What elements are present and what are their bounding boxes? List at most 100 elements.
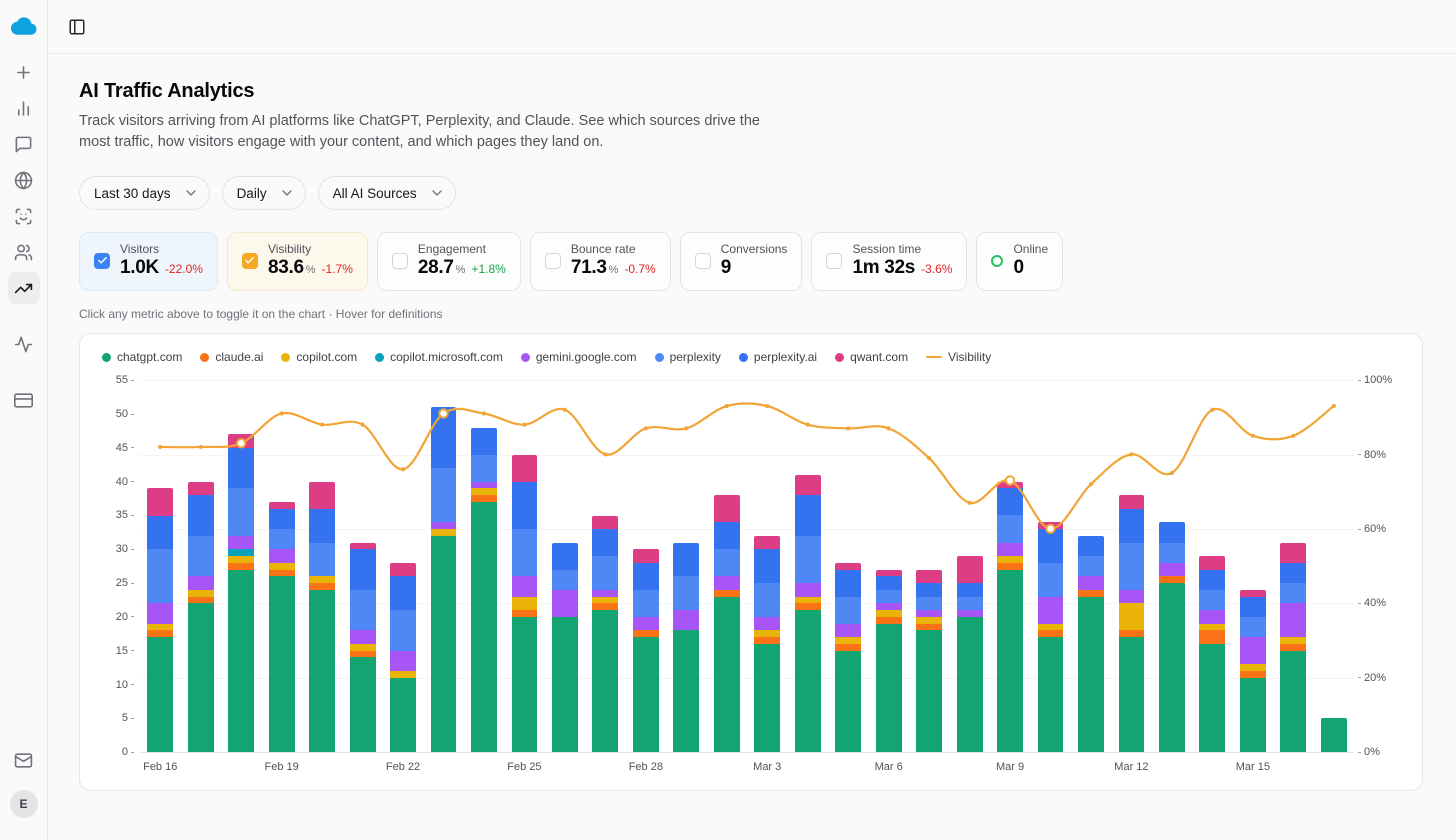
sidebar-item-charts[interactable]: [8, 92, 40, 124]
bar-chart-icon: [14, 99, 33, 118]
segment-gemini-google-com: [997, 542, 1024, 557]
segment-chatgpt-com: [1159, 583, 1185, 753]
metric-card-visibility[interactable]: Visibility 83.6% -1.7%: [226, 232, 368, 292]
segment-claude-ai: [147, 630, 174, 638]
metric-card-session-time[interactable]: Session time 1m 32s -3.6%: [811, 232, 968, 292]
legend-label: perplexity: [669, 350, 721, 365]
segment-gemini-google-com: [1280, 603, 1307, 638]
segment-qwant-com: [956, 556, 983, 584]
metric-label: Online: [1013, 242, 1049, 257]
checkbox-engagement[interactable]: [391, 252, 408, 269]
bar-mar-3: [747, 380, 787, 753]
checkbox-conversions[interactable]: [694, 252, 711, 269]
segment-qwant-com: [1199, 556, 1226, 570]
metric-card-bounce-rate[interactable]: Bounce rate 71.3% -0.7%: [529, 232, 671, 292]
legend-item-claude-ai: claude.ai: [200, 350, 263, 364]
segment-gemini-google-com: [349, 630, 376, 644]
metric-card-conversions[interactable]: Conversions 9: [679, 232, 803, 292]
segment-perplexity: [390, 610, 416, 651]
metric-label: Visitors: [120, 242, 160, 257]
filter-date-range-value: Last 30 days: [94, 185, 171, 201]
sidebar-item-new[interactable]: [8, 56, 40, 88]
segment-chatgpt-com: [551, 616, 578, 753]
bar-feb-28: [626, 380, 666, 753]
chart-legend: chatgpt.com claude.ai copilot.com copilot.m…: [96, 350, 1406, 364]
segment-perplexity-ai: [349, 549, 376, 590]
segment-perplexity-ai: [511, 481, 538, 529]
plus-icon: [14, 63, 33, 82]
sidebar-item-web[interactable]: [8, 164, 40, 196]
filter-date-range[interactable]: Last 30 days: [79, 176, 210, 211]
segment-gemini-google-com: [228, 535, 255, 550]
segment-perplexity-ai: [956, 583, 983, 597]
y-axis-right-tick: 40%: [1358, 597, 1406, 609]
segment-claude-ai: [1037, 630, 1064, 638]
segment-copilot-com: [1037, 623, 1064, 631]
segment-gemini-google-com: [1037, 596, 1064, 624]
segment-perplexity: [187, 535, 214, 577]
segment-copilot-com: [268, 562, 295, 570]
segment-copilot-com: [1118, 603, 1145, 631]
checkbox-bounce-rate[interactable]: [544, 252, 561, 269]
x-axis-tick: Feb 16: [143, 761, 178, 774]
metric-delta: -0.7%: [624, 262, 656, 277]
page-description: Track visitors arriving from AI platform…: [79, 113, 760, 150]
segment-gemini-google-com: [147, 603, 174, 624]
segment-copilot-com: [794, 596, 821, 604]
app-logo[interactable]: [8, 10, 40, 42]
legend-label: copilot.microsoft.com: [390, 350, 503, 365]
sidebar-item-traffic-trends[interactable]: [7, 272, 40, 304]
sidebar-item-identity[interactable]: [8, 200, 40, 232]
online-indicator: [991, 254, 1004, 267]
segment-perplexity: [551, 569, 578, 590]
sidebar-item-activity[interactable]: [8, 328, 40, 360]
segment-perplexity-ai: [390, 576, 416, 611]
sidebar-item-audience[interactable]: [8, 236, 40, 268]
segment-chatgpt-com: [632, 637, 659, 753]
checkbox-session-time[interactable]: [826, 252, 843, 269]
segment-qwant-com: [794, 474, 821, 496]
legend-dot-icon: [520, 352, 530, 362]
metric-card-visitors[interactable]: Visitors 1.0K -22.0%: [79, 232, 218, 292]
segment-qwant-com: [309, 481, 336, 509]
mail-icon: [14, 751, 33, 770]
segment-gemini-google-com: [916, 610, 943, 617]
sidebar-item-billing[interactable]: [8, 384, 40, 416]
avatar[interactable]: E: [9, 790, 38, 818]
page-content: AI Traffic Analytics Track visitors arri…: [48, 54, 1456, 792]
y-axis-right-tick: 80%: [1358, 449, 1406, 461]
sidebar-toggle-button[interactable]: [62, 12, 92, 42]
sidebar-item-inbox[interactable]: [8, 744, 40, 776]
filter-source[interactable]: All AI Sources: [317, 176, 456, 211]
bar-feb-21: [342, 380, 382, 753]
segment-gemini-google-com: [430, 522, 457, 529]
segment-claude-ai: [916, 623, 943, 631]
segment-gemini-google-com: [875, 603, 902, 611]
segment-qwant-com: [1239, 589, 1266, 597]
segment-copilot-com: [228, 556, 255, 563]
filter-granularity[interactable]: Daily: [221, 176, 306, 211]
y-axis-right-tick: 60%: [1358, 523, 1406, 535]
checkbox-visitors[interactable]: [94, 252, 110, 269]
segment-perplexity-ai: [592, 529, 619, 557]
sidebar-item-chat[interactable]: [8, 128, 40, 160]
segment-gemini-google-com: [1078, 576, 1104, 590]
segment-perplexity-ai: [1118, 508, 1145, 543]
segment-qwant-com: [349, 542, 376, 550]
checkbox-visibility[interactable]: [241, 252, 258, 269]
segment-chatgpt-com: [713, 596, 740, 753]
metric-card-online[interactable]: Online 0: [976, 232, 1064, 292]
segment-qwant-com: [754, 535, 781, 550]
segment-perplexity: [632, 589, 659, 617]
segment-chatgpt-com: [673, 630, 700, 753]
segment-claude-ai: [794, 603, 821, 611]
segment-perplexity-ai: [875, 576, 902, 590]
segment-claude-ai: [1159, 576, 1185, 584]
segment-perplexity-ai: [835, 569, 862, 597]
metric-card-engagement[interactable]: Engagement 28.7% +1.8%: [376, 232, 521, 292]
segment-perplexity: [1239, 616, 1266, 638]
segment-chatgpt-com: [147, 637, 174, 753]
segment-perplexity-ai: [1159, 522, 1185, 543]
segment-copilot-com: [835, 637, 862, 644]
sidebar-bottom: E: [8, 744, 40, 818]
